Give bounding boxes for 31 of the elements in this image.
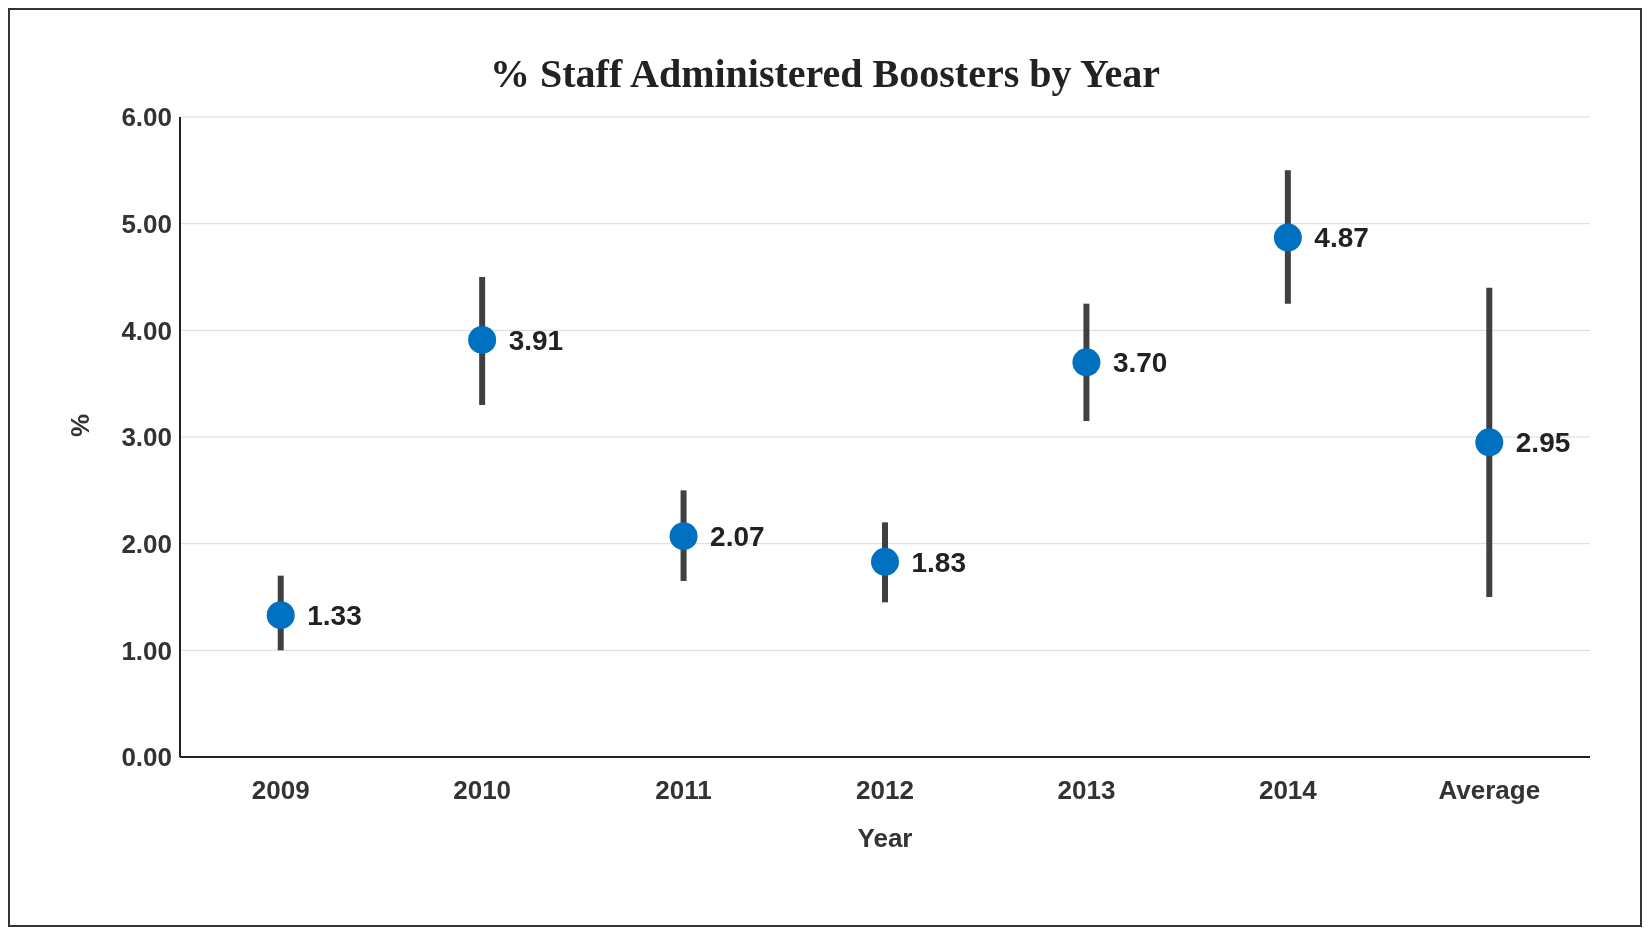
x-tick-label: 2011 [655, 775, 712, 806]
x-tick-label: 2013 [1057, 775, 1116, 806]
point [871, 547, 899, 576]
data-label: 1.83 [911, 546, 967, 578]
y-axis-title: % [65, 413, 96, 437]
x-tick-label: 2014 [1258, 775, 1318, 806]
y-tick-label: 1.00 [121, 635, 172, 666]
y-tick-label: 0.00 [121, 742, 172, 773]
point [1273, 223, 1302, 252]
data-label: 2.07 [710, 521, 765, 553]
point [468, 325, 497, 354]
x-tick-label: 2012 [856, 775, 914, 806]
y-tick-label: 6.00 [121, 102, 172, 133]
x-tick-label: Average [1438, 775, 1541, 806]
data-label: 3.91 [508, 324, 564, 356]
data-label: 4.87 [1314, 222, 1369, 254]
data-label: 1.33 [307, 600, 362, 632]
x-axis-title: Year [857, 823, 913, 853]
point [1475, 428, 1504, 457]
x-tick-label: 2010 [453, 775, 512, 806]
point [669, 522, 698, 551]
data-label: 3.70 [1112, 347, 1168, 379]
y-tick-label: 5.00 [121, 208, 172, 239]
data-label: 2.95 [1515, 427, 1571, 459]
point [266, 601, 295, 630]
y-tick-label: 3.00 [121, 422, 172, 453]
x-tick-label: 2009 [251, 775, 310, 806]
y-tick-label: 4.00 [121, 315, 172, 346]
point [1072, 348, 1101, 377]
y-tick-label: 2.00 [121, 528, 172, 559]
chart-title: % Staff Administered Boosters by Year [489, 50, 1161, 97]
